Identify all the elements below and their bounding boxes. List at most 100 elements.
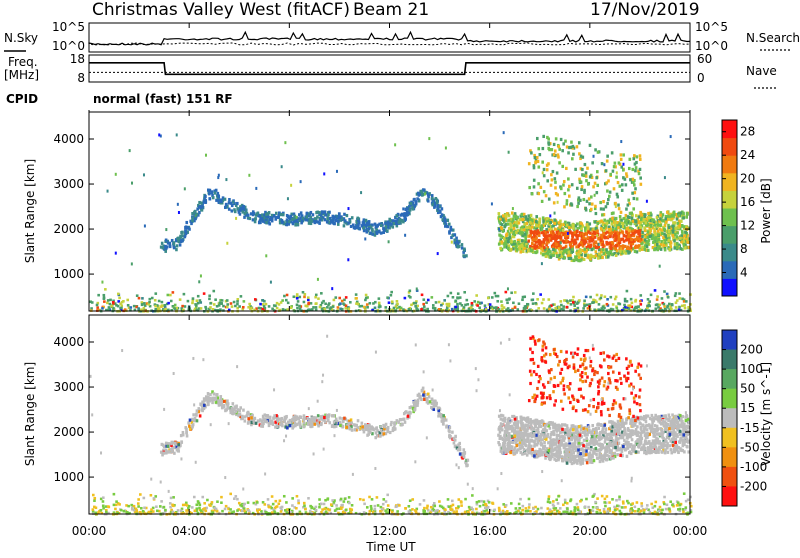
power-cell [589,175,592,178]
power-cell [552,248,555,251]
power-colorbar-segment [722,226,737,244]
velocity-cell [618,495,621,498]
velocity-cell [209,504,212,507]
power-cell [538,221,541,224]
power-cell [632,232,635,235]
velocity-heatmap [90,335,693,516]
power-cell [524,238,527,241]
power-cell [215,199,218,202]
power-cell [547,147,550,150]
power-cell [212,308,215,311]
power-cell [174,304,177,307]
power-cell [630,222,633,225]
power-cell [200,206,203,209]
power-cell [676,242,679,245]
velocity-cell [385,500,388,503]
velocity-cell [618,498,621,501]
power-cell [250,307,253,310]
power-cell [351,216,354,219]
velocity-cell [379,435,382,438]
velocity-cell [576,503,579,506]
power-cell [521,231,524,234]
power-cell [518,221,521,224]
velocity-cell [404,507,407,510]
velocity-cell [616,505,619,508]
power-cell [609,191,612,194]
velocity-cell [247,501,250,504]
velocity-cell [622,500,625,503]
power-cell [558,235,561,238]
power-cell [457,297,460,300]
power-cell [582,233,585,236]
velocity-cell [423,499,426,502]
power-cell [319,306,322,309]
velocity-cell [233,497,236,500]
power-cell [637,305,640,308]
power-cell [362,221,365,224]
power-cell [178,211,180,214]
power-cell [581,185,584,188]
power-cell [640,218,643,221]
power-cell [456,303,459,306]
power-cell [420,308,423,311]
power-cell [521,298,524,301]
power-cell [618,161,621,164]
power-cell [618,185,621,188]
velocity-cell [156,510,159,513]
velocity-cell [525,510,528,513]
velocity-cell [654,511,657,514]
power-cell [560,245,563,248]
power-cell [507,223,510,226]
velocity-cell [585,498,588,501]
power-cell [614,162,617,165]
velocity-cell [348,496,351,499]
velocity-cell [275,500,278,503]
power-cell [137,307,140,310]
power-cell [316,215,319,218]
power-cell [543,168,546,171]
power-cell [154,299,157,302]
power-cell [425,301,428,304]
power-cell [639,294,642,297]
velocity-cell [611,498,614,501]
velocity-cell [574,510,577,513]
power-cell [519,232,522,235]
power-cell [495,295,498,298]
power-cell [547,250,550,253]
power-cell [579,180,582,183]
power-cell [167,241,170,244]
power-cell [680,220,683,223]
power-cell [641,246,644,249]
power-cell [136,294,139,297]
power-cell [322,300,325,303]
velocity-cell [387,504,390,507]
velocity-cell [276,505,279,508]
velocity-cell [323,508,326,511]
power-cell [554,222,557,225]
power-cell [569,254,572,257]
power-cell [255,187,257,190]
power-cell [247,214,250,217]
power-cell [164,304,167,307]
power-cell [533,179,536,182]
power-cell [173,307,176,310]
power-cell [537,307,540,310]
power-cell [537,165,540,168]
power-cell [554,177,557,180]
power-cell [634,169,637,172]
power-cell [602,232,605,235]
power-cell [631,168,634,171]
power-cell [307,296,310,299]
velocity-cell [185,509,188,512]
power-cell [622,153,625,156]
power-cell [559,228,562,231]
power-cell [550,231,553,234]
velocity-cell [457,498,460,501]
power-cell [584,248,587,251]
power-cell [584,207,587,210]
power-cell [446,219,449,222]
power-colorbar-segment [722,173,737,191]
power-cell [521,245,524,248]
power-cell [570,146,573,149]
power-cell [668,303,671,306]
